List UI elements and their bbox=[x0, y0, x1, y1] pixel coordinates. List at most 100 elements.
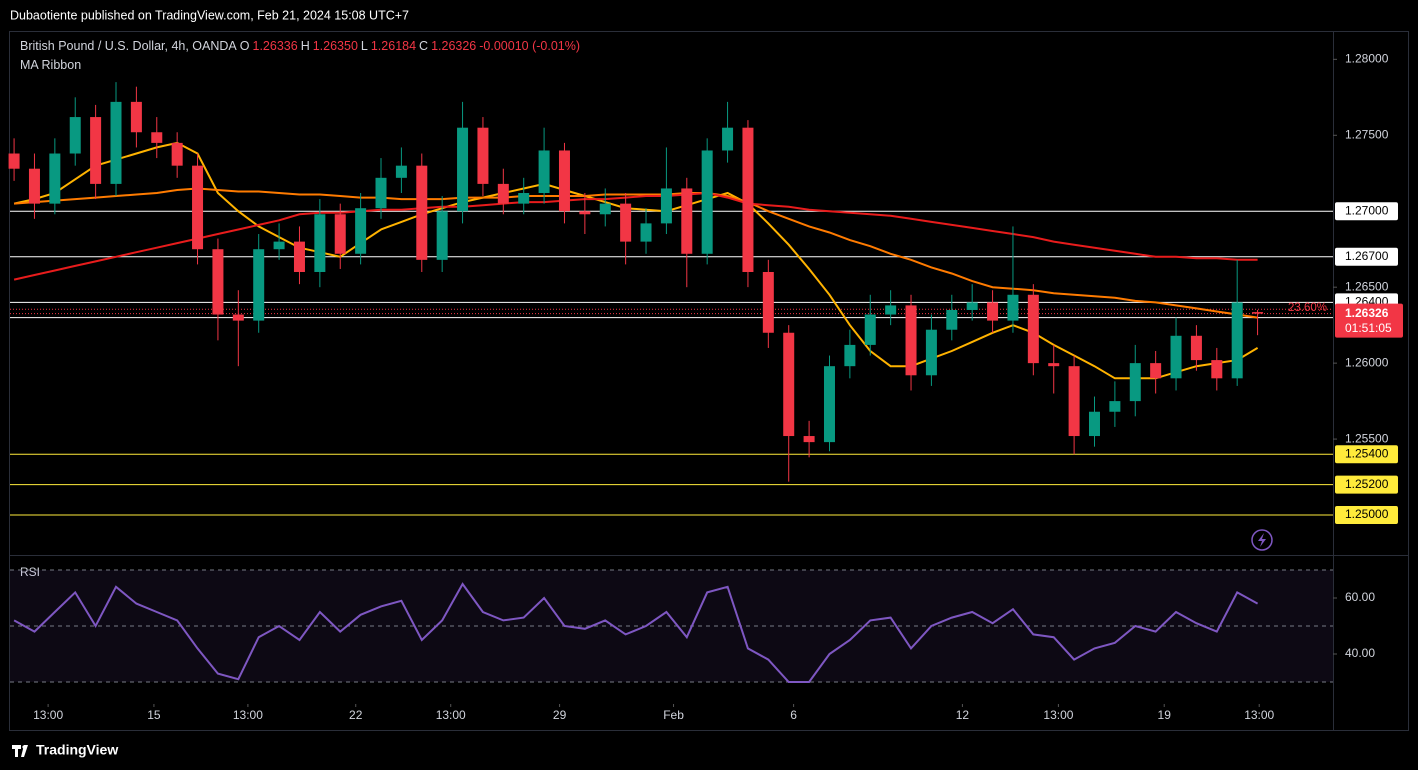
ma-line bbox=[13, 191, 1258, 281]
candle-body bbox=[762, 271, 774, 333]
level-box bbox=[1335, 475, 1398, 494]
candle-body bbox=[722, 127, 734, 151]
candle-body bbox=[375, 177, 387, 209]
ohlc-key: H bbox=[300, 39, 310, 53]
x-tick-label: 13:00 bbox=[1043, 708, 1073, 722]
candle-body bbox=[477, 127, 489, 184]
candle-body bbox=[171, 142, 183, 166]
candle-body bbox=[660, 188, 672, 224]
candle-body bbox=[599, 203, 611, 215]
candle-body bbox=[151, 132, 163, 143]
candle-body bbox=[192, 165, 204, 250]
candle-body bbox=[1231, 302, 1243, 379]
candle-body bbox=[355, 208, 367, 254]
symbol: British Pound / U.S. Dollar, 4h, OANDA bbox=[20, 39, 237, 53]
ohlc-key: L bbox=[360, 39, 368, 53]
x-tick-label: 13:00 bbox=[233, 708, 263, 722]
x-tick-label: 13:00 bbox=[33, 708, 63, 722]
candle-body bbox=[8, 153, 20, 169]
candle-body bbox=[130, 101, 142, 133]
candle-body bbox=[253, 249, 265, 321]
rsi-line bbox=[13, 582, 1259, 683]
candle-body bbox=[232, 314, 244, 321]
ohlc-key: O bbox=[239, 39, 250, 53]
level-box bbox=[1335, 445, 1398, 464]
y-tick-label: 1.28000 bbox=[1345, 52, 1389, 66]
candle-body bbox=[436, 211, 448, 260]
candle-body bbox=[803, 436, 815, 443]
candle-body bbox=[212, 249, 224, 315]
last-price-label: 1.26326 bbox=[1345, 306, 1389, 320]
candle-body bbox=[1190, 335, 1202, 361]
legend: British Pound / U.S. Dollar, 4h, OANDA O 1… bbox=[20, 39, 583, 72]
candle-body bbox=[69, 117, 81, 154]
level-label: 1.27000 bbox=[1345, 203, 1389, 217]
x-tick-label: 12 bbox=[956, 708, 970, 722]
level-box bbox=[1335, 247, 1398, 266]
x-tick-label: Feb bbox=[663, 708, 684, 722]
alert-icon[interactable] bbox=[1251, 529, 1273, 551]
candle-body bbox=[1170, 335, 1182, 379]
candle-body bbox=[28, 168, 40, 204]
candle-body bbox=[1007, 294, 1019, 321]
candle-body bbox=[334, 214, 346, 254]
y-tick-label: 1.25500 bbox=[1345, 431, 1389, 445]
ohlc-value: 1.26184 bbox=[370, 39, 417, 53]
candle-body bbox=[518, 193, 530, 204]
ohlc-key: C bbox=[419, 39, 429, 53]
x-tick-label: 15 bbox=[147, 708, 161, 722]
candle-body bbox=[640, 223, 652, 242]
ohlc-value: 1.26350 bbox=[312, 39, 358, 53]
candle-body bbox=[1129, 363, 1141, 402]
x-tick-label: 13:00 bbox=[1244, 708, 1274, 722]
ohlc-value: 1.26336 bbox=[252, 39, 298, 53]
level-box bbox=[1335, 202, 1398, 221]
candle-body bbox=[497, 183, 509, 204]
frame bbox=[9, 31, 1409, 731]
rsi-label: RSI bbox=[20, 565, 40, 579]
y-tick-label: 1.26000 bbox=[1345, 355, 1389, 369]
candle-body bbox=[1068, 366, 1080, 437]
candle-body bbox=[783, 332, 795, 437]
level-label: 1.25200 bbox=[1345, 477, 1389, 491]
x-tick-label: 6 bbox=[790, 708, 797, 722]
candle-body bbox=[925, 329, 937, 376]
candle-body bbox=[110, 101, 122, 184]
candle-body bbox=[620, 203, 632, 242]
fib-label: 23.60% bbox=[1288, 302, 1327, 314]
x-tick-label: 22 bbox=[349, 708, 363, 722]
countdown: 01:51:05 bbox=[1345, 321, 1392, 335]
rsi-band bbox=[10, 570, 1333, 682]
legend-line: British Pound / U.S. Dollar, 4h, OANDA O 1… bbox=[20, 39, 583, 53]
candle-body bbox=[293, 241, 305, 272]
candle-body bbox=[558, 150, 570, 212]
y-tick-label: 60.00 bbox=[1345, 590, 1375, 604]
brand: TradingView bbox=[36, 742, 118, 758]
candle-body bbox=[314, 214, 326, 272]
y-tick-label: 1.26500 bbox=[1345, 279, 1389, 293]
y-tick-label: 1.27500 bbox=[1345, 127, 1389, 141]
candle-body bbox=[49, 153, 61, 204]
candle-body bbox=[844, 344, 856, 367]
ma-line bbox=[13, 141, 1259, 380]
candle-body bbox=[1109, 401, 1121, 412]
ma-line bbox=[14, 187, 1258, 319]
candle-body bbox=[273, 241, 285, 250]
last-price-box bbox=[1335, 303, 1403, 338]
candle-body bbox=[864, 314, 876, 345]
level-box bbox=[1335, 506, 1398, 525]
candle-body bbox=[457, 127, 469, 212]
candle-body bbox=[1027, 294, 1039, 364]
x-tick-label: 19 bbox=[1158, 708, 1172, 722]
candle-body bbox=[1150, 363, 1162, 379]
publisher: Dubaotiente published on TradingView.com… bbox=[10, 8, 409, 22]
candle-body bbox=[701, 150, 713, 254]
candle-body bbox=[946, 309, 958, 330]
candle-body bbox=[1048, 363, 1060, 367]
candle-body bbox=[966, 302, 978, 310]
candle-body bbox=[905, 305, 917, 376]
change: -0.00010 (-0.01%) bbox=[479, 39, 581, 53]
candle-body bbox=[90, 117, 102, 184]
